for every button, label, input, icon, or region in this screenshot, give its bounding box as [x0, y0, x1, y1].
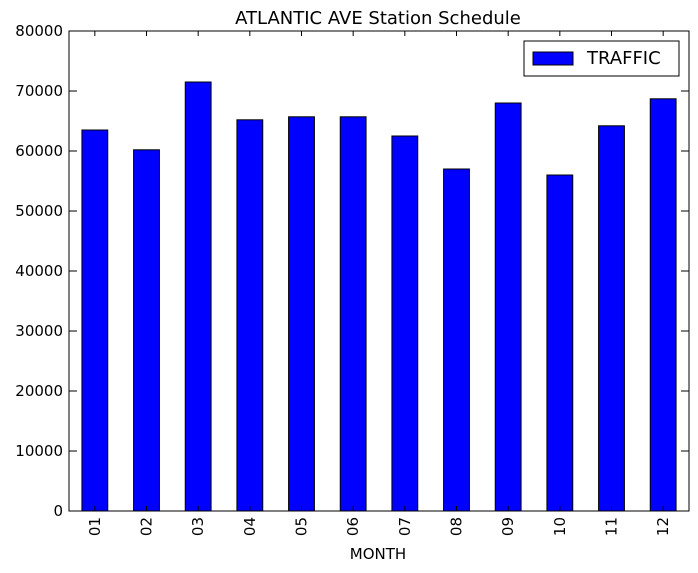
x-tick-label: 09 — [499, 517, 517, 536]
legend: TRAFFIC — [523, 40, 680, 77]
bars-group — [81, 81, 677, 512]
x-tick-label: 02 — [138, 517, 156, 536]
bar-06 — [339, 116, 367, 512]
bar-07 — [391, 135, 419, 512]
bar-09 — [494, 102, 522, 512]
bar-12 — [649, 98, 677, 512]
bar-05 — [288, 116, 315, 512]
x-tick-label: 01 — [86, 517, 104, 536]
x-tick-label: 03 — [189, 517, 207, 536]
y-tick-label: 80000 — [15, 22, 63, 40]
x-tick-label: 11 — [603, 517, 621, 536]
x-tick-label: 07 — [396, 517, 414, 536]
x-tick-label: 10 — [551, 517, 569, 536]
y-axis-ticks: 0 10000 20000 30000 40000 50000 60000 70000 8000… — [15, 22, 689, 520]
bar-01 — [81, 129, 109, 512]
bar-04 — [236, 119, 264, 512]
y-tick-label: 60000 — [15, 142, 63, 160]
x-tick-label: 04 — [241, 517, 259, 536]
bar-03 — [184, 81, 212, 512]
y-tick-label: 10000 — [15, 442, 63, 460]
bar-02 — [133, 149, 160, 512]
x-tick-label: 06 — [344, 517, 362, 536]
bar-10 — [546, 174, 574, 512]
y-tick-label: 70000 — [15, 82, 63, 100]
legend-swatch — [532, 51, 574, 66]
x-tick-label: 05 — [293, 517, 311, 536]
x-tick-label: 08 — [448, 517, 466, 536]
y-tick-label: 0 — [53, 502, 63, 520]
chart-title: ATLANTIC AVE Station Schedule — [235, 8, 521, 29]
bar-11 — [598, 125, 625, 512]
legend-label: TRAFFIC — [586, 48, 661, 69]
x-axis-label: MONTH — [350, 545, 406, 563]
y-tick-label: 40000 — [15, 262, 63, 280]
x-axis-ticks: 01 02 03 04 05 06 07 08 09 10 11 12 — [86, 31, 672, 536]
bar-08 — [443, 168, 470, 512]
y-tick-label: 20000 — [15, 382, 63, 400]
y-tick-label: 30000 — [15, 322, 63, 340]
plot-frame — [68, 30, 690, 512]
y-tick-label: 50000 — [15, 202, 63, 220]
x-tick-label: 12 — [654, 517, 672, 536]
